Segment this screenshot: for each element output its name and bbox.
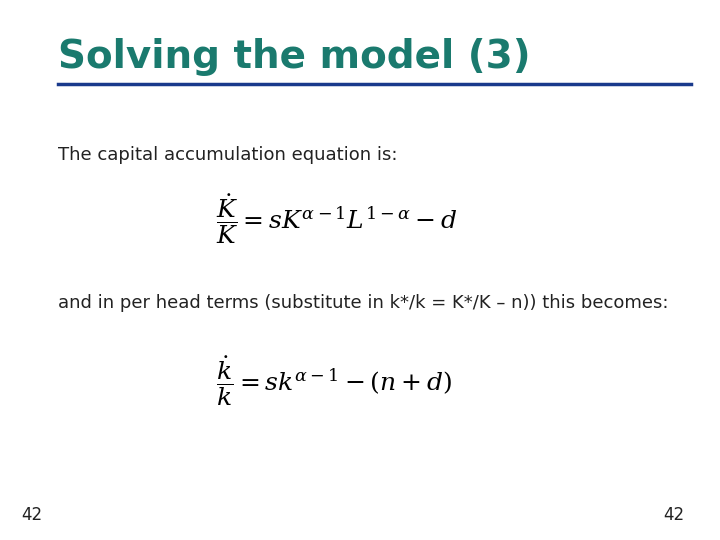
Text: $\dfrac{\dot{k}}{k} = sk^{\alpha-1} - (n+d)$: $\dfrac{\dot{k}}{k} = sk^{\alpha-1} - (n… [216,354,452,408]
Text: Solving the model (3): Solving the model (3) [58,38,530,76]
Text: $\dfrac{\dot{K}}{K} = sK^{\alpha-1}L^{1-\alpha} - d$: $\dfrac{\dot{K}}{K} = sK^{\alpha-1}L^{1-… [216,192,457,246]
Text: 42: 42 [22,506,42,524]
Text: and in per head terms (substitute in k*/k = K*/K – n)) this becomes:: and in per head terms (substitute in k*/… [58,294,668,312]
Text: 42: 42 [663,506,684,524]
Text: The capital accumulation equation is:: The capital accumulation equation is: [58,146,397,164]
